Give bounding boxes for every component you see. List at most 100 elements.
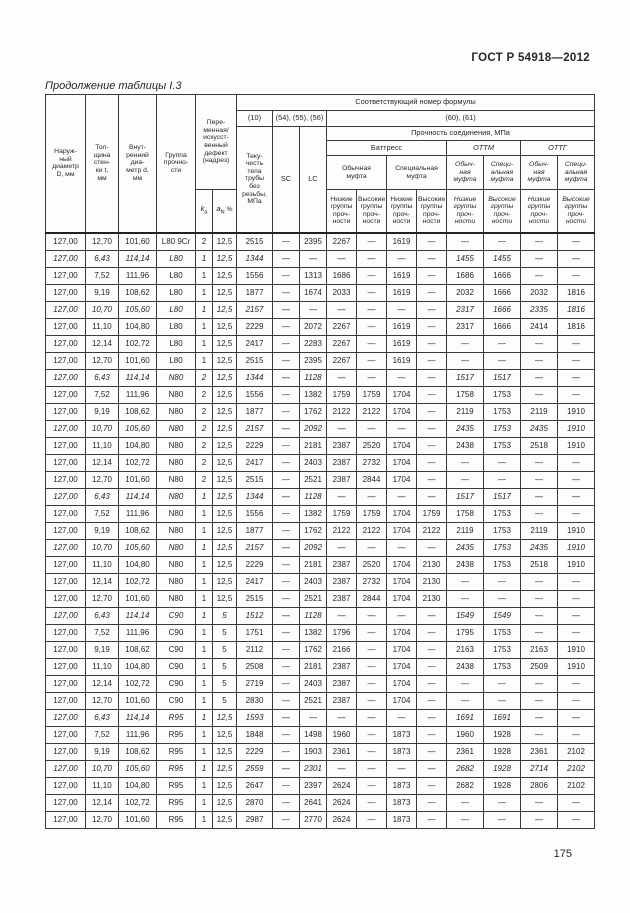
cell-buttress-special-high: — bbox=[416, 793, 447, 812]
cell-ottg-special: — bbox=[556, 793, 596, 812]
cell-ottg-regular: 2518 bbox=[520, 436, 558, 455]
cell-yield-body: 2229 bbox=[236, 436, 273, 455]
cell-buttress-special-high: 2130 bbox=[416, 555, 447, 574]
cell-lc: 2092 bbox=[299, 419, 327, 438]
cell-outer-diameter: 127,00 bbox=[45, 776, 86, 795]
cell-ottm-special: 1753 bbox=[483, 657, 521, 676]
cell-buttress-regular-low: — bbox=[326, 708, 357, 727]
cell-buttress-regular-high: 2122 bbox=[356, 521, 387, 540]
cell-buttress-regular-low: 2122 bbox=[326, 402, 357, 421]
cell-ottg-special: 2102 bbox=[556, 759, 596, 778]
cell-an: 12,5 bbox=[212, 385, 237, 404]
cell-ottg-regular: 2414 bbox=[520, 317, 558, 336]
cell-ottg-regular: 2714 bbox=[520, 759, 558, 778]
cell-inner-diameter: 111,96 bbox=[118, 725, 157, 744]
cell-ottm-special: 1691 bbox=[483, 708, 521, 727]
cell-buttress-special-high: — bbox=[416, 810, 447, 829]
cell-buttress-special-low: — bbox=[386, 487, 417, 506]
cell-inner-diameter: 102,72 bbox=[118, 334, 157, 353]
cell-ottm-regular: 1960 bbox=[446, 725, 484, 744]
cell-wall-thickness: 12,70 bbox=[85, 810, 119, 829]
cell-buttress-regular-high: — bbox=[356, 691, 387, 710]
cell-buttress-regular-low: 2267 bbox=[326, 232, 357, 251]
cell-buttress-regular-low: — bbox=[326, 538, 357, 557]
cell-sc: — bbox=[272, 623, 300, 642]
cell-buttress-special-high: — bbox=[416, 317, 447, 336]
cell-yield-body: 2830 bbox=[236, 691, 273, 710]
cell-ottm-regular: — bbox=[446, 453, 484, 472]
cell-ottm-special: 1517 bbox=[483, 368, 521, 387]
cell-ottg-special: — bbox=[556, 708, 596, 727]
table-body: 127,00 12,70 101,60 L80 9Cr 2 12,5 2515—2395 22… bbox=[45, 232, 596, 829]
cell-yield-body: 1751 bbox=[236, 623, 273, 642]
cell-inner-diameter: 101,60 bbox=[118, 810, 157, 829]
cell-sc: — bbox=[272, 419, 300, 438]
cell-ottg-special: — bbox=[556, 623, 596, 642]
table-row: 127,00 12,14 102,72 N80 2 12,5 2417—2403 2387 27… bbox=[45, 453, 596, 472]
cell-sc: — bbox=[272, 606, 300, 625]
cell-lc: 2301 bbox=[299, 759, 327, 778]
header-buttress-special-coupling: Специальная муфта bbox=[386, 155, 447, 190]
table-row: 127,00 7,52 111,96 C90 1 5 1751—1382 1796—1704—… bbox=[45, 623, 596, 642]
cell-buttress-special-low: — bbox=[386, 300, 417, 319]
cell-yield-body: 2515 bbox=[236, 589, 273, 608]
cell-ottm-regular: 1549 bbox=[446, 606, 484, 625]
cell-yield-body: 2229 bbox=[236, 317, 273, 336]
cell-ottg-regular: — bbox=[520, 470, 558, 489]
cell-inner-diameter: 105,60 bbox=[118, 419, 157, 438]
table-row: 127,00 11,10 104,80 C90 1 5 2508—2181 2387—1704… bbox=[45, 657, 596, 676]
cell-sc: — bbox=[272, 453, 300, 472]
cell-strength-group: C90 bbox=[156, 640, 196, 659]
cell-strength-group: L80 bbox=[156, 249, 196, 268]
cell-strength-group: L80 bbox=[156, 351, 196, 370]
cell-buttress-regular-high: — bbox=[356, 810, 387, 829]
table-row: 127,00 11,10 104,80 N80 2 12,5 2229—2181 2387 25… bbox=[45, 436, 596, 455]
cell-ottg-special: — bbox=[556, 249, 596, 268]
cell-buttress-regular-low: 1796 bbox=[326, 623, 357, 642]
header-ottg-special-coupling: Специ- альная муфта bbox=[556, 155, 596, 190]
cell-buttress-regular-low: 2387 bbox=[326, 555, 357, 574]
cell-ottg-regular: 2335 bbox=[520, 300, 558, 319]
cell-buttress-regular-low: 2033 bbox=[326, 283, 357, 302]
cell-ottg-regular: — bbox=[520, 368, 558, 387]
cell-ka: 2 bbox=[195, 436, 213, 455]
col-header-buttress-regular-high: Высокие группы проч- ности bbox=[356, 189, 387, 233]
cell-ottm-special: — bbox=[483, 232, 521, 251]
cell-sc: — bbox=[272, 385, 300, 404]
page-number: 175 bbox=[553, 848, 572, 860]
cell-outer-diameter: 127,00 bbox=[45, 606, 86, 625]
cell-an: 12,5 bbox=[212, 266, 237, 285]
cell-ka: 1 bbox=[195, 776, 213, 795]
cell-ottm-regular: 2317 bbox=[446, 300, 484, 319]
cell-ottm-regular: — bbox=[446, 351, 484, 370]
cell-wall-thickness: 7,52 bbox=[85, 266, 119, 285]
cell-ottg-special: 1910 bbox=[556, 436, 596, 455]
cell-sc: — bbox=[272, 317, 300, 336]
cell-buttress-special-low: 1619 bbox=[386, 266, 417, 285]
cell-outer-diameter: 127,00 bbox=[45, 436, 86, 455]
cell-strength-group: C90 bbox=[156, 606, 196, 625]
cell-buttress-special-low: 1704 bbox=[386, 623, 417, 642]
cell-ottg-regular: — bbox=[520, 334, 558, 353]
cell-ka: 2 bbox=[195, 385, 213, 404]
cell-inner-diameter: 108,62 bbox=[118, 742, 157, 761]
cell-buttress-special-high: — bbox=[416, 776, 447, 795]
cell-ottg-regular: — bbox=[520, 266, 558, 285]
cell-ottg-special: — bbox=[556, 266, 596, 285]
cell-buttress-regular-high: — bbox=[356, 232, 387, 251]
cell-ka: 2 bbox=[195, 470, 213, 489]
cell-an: 12,5 bbox=[212, 232, 237, 251]
cell-ottm-special: 1753 bbox=[483, 402, 521, 421]
cell-buttress-special-low: 1619 bbox=[386, 283, 417, 302]
cell-outer-diameter: 127,00 bbox=[45, 810, 86, 829]
cell-strength-group: L80 bbox=[156, 334, 196, 353]
cell-an: 5 bbox=[212, 640, 237, 659]
cell-yield-body: 2157 bbox=[236, 419, 273, 438]
cell-strength-group: L80 bbox=[156, 283, 196, 302]
table-row: 127,00 10,70 105,60 N80 1 12,5 2157—2092— — — —24… bbox=[45, 538, 596, 557]
cell-lc: — bbox=[299, 249, 327, 268]
table-row: 127,00 6,43 114,14 N80 2 12,5 1344—1128— — — —151… bbox=[45, 368, 596, 387]
cell-ottm-special: — bbox=[483, 470, 521, 489]
cell-ottm-regular: 1517 bbox=[446, 487, 484, 506]
cell-sc: — bbox=[272, 470, 300, 489]
